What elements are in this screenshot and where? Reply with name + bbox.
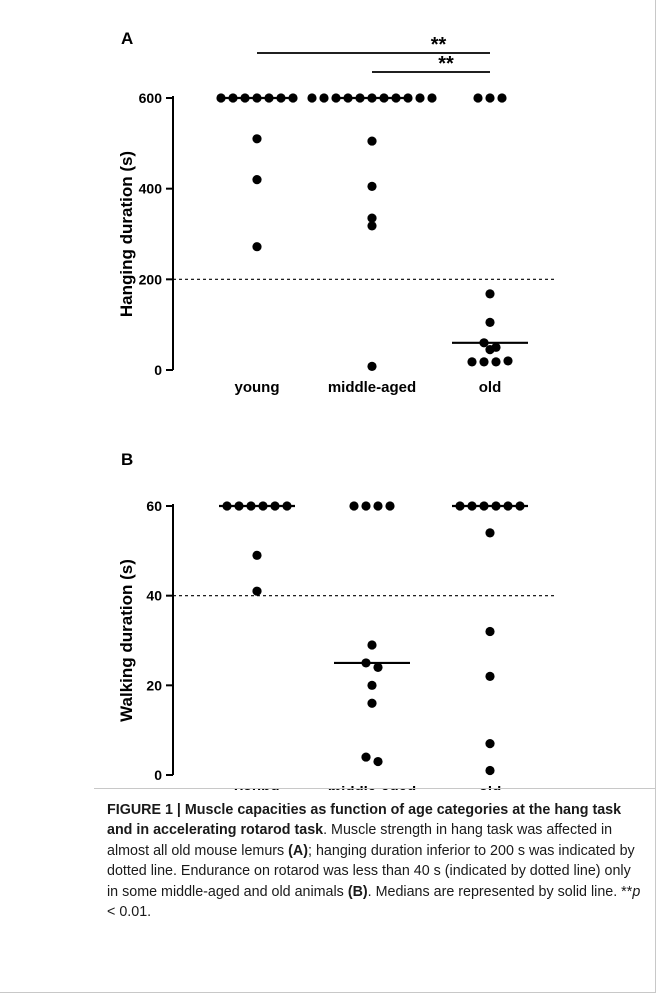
y-tick-label: 200 [139,271,163,287]
data-point [503,356,513,366]
y-tick-label: 600 [139,90,163,106]
data-point [491,357,501,367]
data-point [485,765,495,776]
data-point [485,671,495,681]
significance-label: ** [438,53,454,75]
data-point [485,93,495,103]
y-tick-label: 40 [146,588,162,604]
data-point [252,175,262,185]
y-axis-title: Hanging duration (s) [117,151,136,317]
data-point [485,626,495,637]
data-point [373,662,383,673]
data-point [473,93,483,103]
panel-label: B [121,450,133,469]
data-point [415,93,425,103]
data-point [252,242,262,252]
caption-ref-a: (A) [288,842,309,859]
data-point [485,317,495,327]
caption-text-4: < 0.01. [107,904,152,921]
data-point [367,136,377,146]
x-tick-label: old [479,784,502,790]
caption-text-3: . Medians are represented by solid line.… [367,883,633,900]
data-point [485,289,495,299]
x-tick-label: young [235,784,280,790]
x-tick-label: middle-aged [328,379,416,396]
data-point [367,221,377,231]
data-point [367,213,377,223]
caption-p-symbol: p [632,883,641,900]
y-tick-label: 20 [146,677,162,693]
data-point [373,501,383,511]
y-tick-label: 0 [154,767,162,783]
data-point [427,93,437,103]
y-tick-label: 0 [154,362,162,378]
x-tick-label: middle-aged [328,784,416,790]
data-point [367,181,377,191]
data-point [367,680,377,690]
data-point [252,134,262,144]
caption-ref-b: (B) [347,883,368,900]
data-point [479,357,489,367]
data-point [485,345,495,355]
data-point [385,501,395,511]
x-tick-label: young [235,379,280,396]
x-tick-label: old [479,379,502,396]
data-point [367,698,377,708]
data-point [467,357,477,367]
data-point [361,752,371,762]
data-point [252,586,262,596]
panel-b: B 0 20 40 60 Walking duration (s) young middle-… [117,450,555,790]
data-point [307,93,317,103]
data-point [319,93,329,103]
y-tick-label: 400 [139,181,163,197]
data-point [367,640,377,650]
caption-text-1: . Muscle strength in hang task was affec… [107,822,613,859]
significance-label: ** [431,34,447,56]
data-point [485,739,495,749]
caption-label: FIGURE 1 | Muscle capacities as function… [107,802,622,839]
data-point [349,501,359,511]
data-point [497,93,507,103]
data-point [367,361,377,371]
y-axis-title: Walking duration (s) [117,559,136,722]
y-tick-label: 60 [146,498,162,514]
panel-a: A 0 200 400 600 Hanging duration (s) young midd… [117,29,555,396]
data-point [485,528,495,538]
panel-label: A [121,29,133,48]
figure-caption: FIGURE 1 | Muscle capacities as function… [107,800,645,922]
caption-text-2: ; hanging duration inferior to 200 s was… [107,842,635,900]
data-point [373,756,383,767]
data-point [361,501,371,511]
caption-divider [94,788,655,789]
data-point [252,550,262,560]
